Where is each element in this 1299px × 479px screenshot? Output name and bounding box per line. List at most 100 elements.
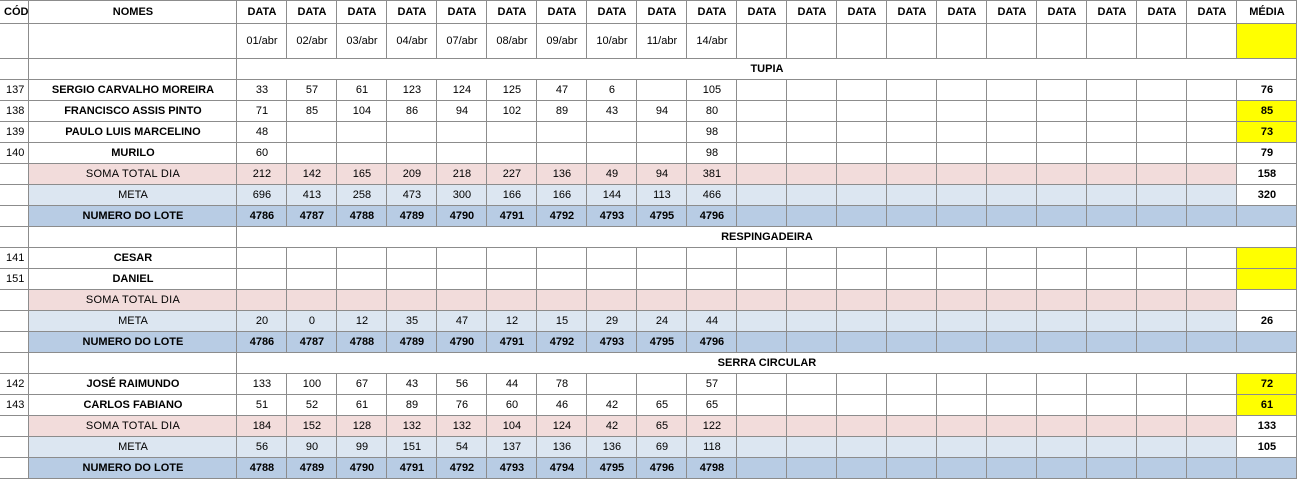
cell[interactable] [736, 247, 788, 269]
meta-value[interactable]: 466 [686, 184, 738, 206]
lote-value[interactable]: 4793 [586, 331, 638, 353]
value-cell[interactable] [286, 142, 338, 164]
header-data[interactable]: DATA [986, 0, 1038, 24]
value-cell[interactable] [486, 247, 538, 269]
soma-value[interactable]: 184 [236, 415, 288, 437]
cell[interactable] [1036, 394, 1088, 416]
lote-value[interactable]: 4789 [386, 205, 438, 227]
value-cell[interactable]: 51 [236, 394, 288, 416]
header-data[interactable]: DATA [386, 0, 438, 24]
section-title[interactable]: RESPINGADEIRA [236, 226, 1298, 248]
cell[interactable] [1136, 289, 1188, 311]
soma-value[interactable] [436, 289, 488, 311]
meta-value[interactable]: 136 [586, 436, 638, 458]
value-cell[interactable] [436, 268, 488, 290]
cell[interactable] [736, 79, 788, 101]
value-cell[interactable]: 71 [236, 100, 288, 122]
value-cell[interactable] [636, 247, 688, 269]
cell[interactable] [1136, 184, 1188, 206]
value-cell[interactable]: 65 [636, 394, 688, 416]
value-cell[interactable]: 43 [386, 373, 438, 395]
cell[interactable] [1036, 415, 1088, 437]
worker-name[interactable]: FRANCISCO ASSIS PINTO [28, 100, 238, 122]
value-cell[interactable]: 80 [686, 100, 738, 122]
header-data[interactable]: DATA [236, 0, 288, 24]
meta-media[interactable]: 105 [1236, 436, 1298, 458]
soma-value[interactable]: 132 [386, 415, 438, 437]
cell[interactable] [1186, 142, 1238, 164]
media-cell[interactable]: 85 [1236, 100, 1298, 122]
lote-value[interactable]: 4787 [286, 331, 338, 353]
lote-value[interactable]: 4788 [336, 205, 388, 227]
soma-value[interactable]: 124 [536, 415, 588, 437]
lote-value[interactable]: 4798 [686, 457, 738, 479]
soma-label[interactable]: SOMA TOTAL DIA [28, 415, 238, 437]
value-cell[interactable] [286, 268, 338, 290]
meta-value[interactable]: 413 [286, 184, 338, 206]
cell[interactable] [1036, 205, 1088, 227]
cell[interactable] [786, 268, 838, 290]
lote-label[interactable]: NUMERO DO LOTE [28, 205, 238, 227]
cell[interactable] [786, 142, 838, 164]
value-cell[interactable]: 98 [686, 142, 738, 164]
value-cell[interactable]: 65 [686, 394, 738, 416]
meta-value[interactable]: 24 [636, 310, 688, 332]
cell[interactable] [0, 331, 30, 353]
value-cell[interactable]: 43 [586, 100, 638, 122]
lote-value[interactable]: 4791 [486, 331, 538, 353]
soma-media[interactable] [1236, 289, 1298, 311]
cell[interactable] [886, 457, 938, 479]
header-data[interactable]: DATA [736, 0, 788, 24]
cell[interactable] [786, 394, 838, 416]
cell[interactable] [886, 415, 938, 437]
cell[interactable] [28, 352, 238, 374]
cell[interactable] [936, 373, 988, 395]
cell[interactable] [1136, 247, 1188, 269]
lote-value[interactable]: 4793 [486, 457, 538, 479]
cell[interactable] [1136, 394, 1188, 416]
cell[interactable] [1086, 163, 1138, 185]
worker-code[interactable]: 143 [0, 394, 30, 416]
header-data[interactable]: DATA [936, 0, 988, 24]
cell[interactable] [736, 436, 788, 458]
cell[interactable] [736, 268, 788, 290]
lote-value[interactable]: 4788 [336, 331, 388, 353]
meta-value[interactable]: 35 [386, 310, 438, 332]
soma-value[interactable] [586, 289, 638, 311]
cell[interactable] [1036, 268, 1088, 290]
cell[interactable] [1186, 268, 1238, 290]
soma-value[interactable]: 104 [486, 415, 538, 437]
cell[interactable] [1236, 457, 1298, 479]
lote-value[interactable]: 4788 [236, 457, 288, 479]
meta-value[interactable]: 99 [336, 436, 388, 458]
value-cell[interactable] [236, 247, 288, 269]
worker-code[interactable]: 139 [0, 121, 30, 143]
meta-value[interactable]: 90 [286, 436, 338, 458]
lote-value[interactable]: 4795 [586, 457, 638, 479]
value-cell[interactable] [286, 247, 338, 269]
value-cell[interactable] [436, 121, 488, 143]
soma-value[interactable]: 49 [586, 163, 638, 185]
cell[interactable] [1086, 457, 1138, 479]
header-data[interactable]: DATA [586, 0, 638, 24]
cell[interactable] [786, 184, 838, 206]
cell[interactable] [0, 310, 30, 332]
soma-value[interactable]: 132 [436, 415, 488, 437]
lote-label[interactable]: NUMERO DO LOTE [28, 331, 238, 353]
date-cell[interactable]: 14/abr [686, 23, 738, 59]
cell[interactable] [1136, 436, 1188, 458]
cell[interactable] [1036, 247, 1088, 269]
value-cell[interactable]: 67 [336, 373, 388, 395]
cell[interactable] [886, 184, 938, 206]
cell[interactable] [786, 163, 838, 185]
cell[interactable] [936, 121, 988, 143]
cell[interactable] [836, 373, 888, 395]
cell[interactable] [736, 373, 788, 395]
worker-code[interactable]: 140 [0, 142, 30, 164]
value-cell[interactable] [336, 268, 388, 290]
worker-name[interactable]: MURILO [28, 142, 238, 164]
lote-value[interactable]: 4791 [386, 457, 438, 479]
cell[interactable] [786, 289, 838, 311]
cell[interactable] [1136, 415, 1188, 437]
lote-value[interactable]: 4786 [236, 331, 288, 353]
